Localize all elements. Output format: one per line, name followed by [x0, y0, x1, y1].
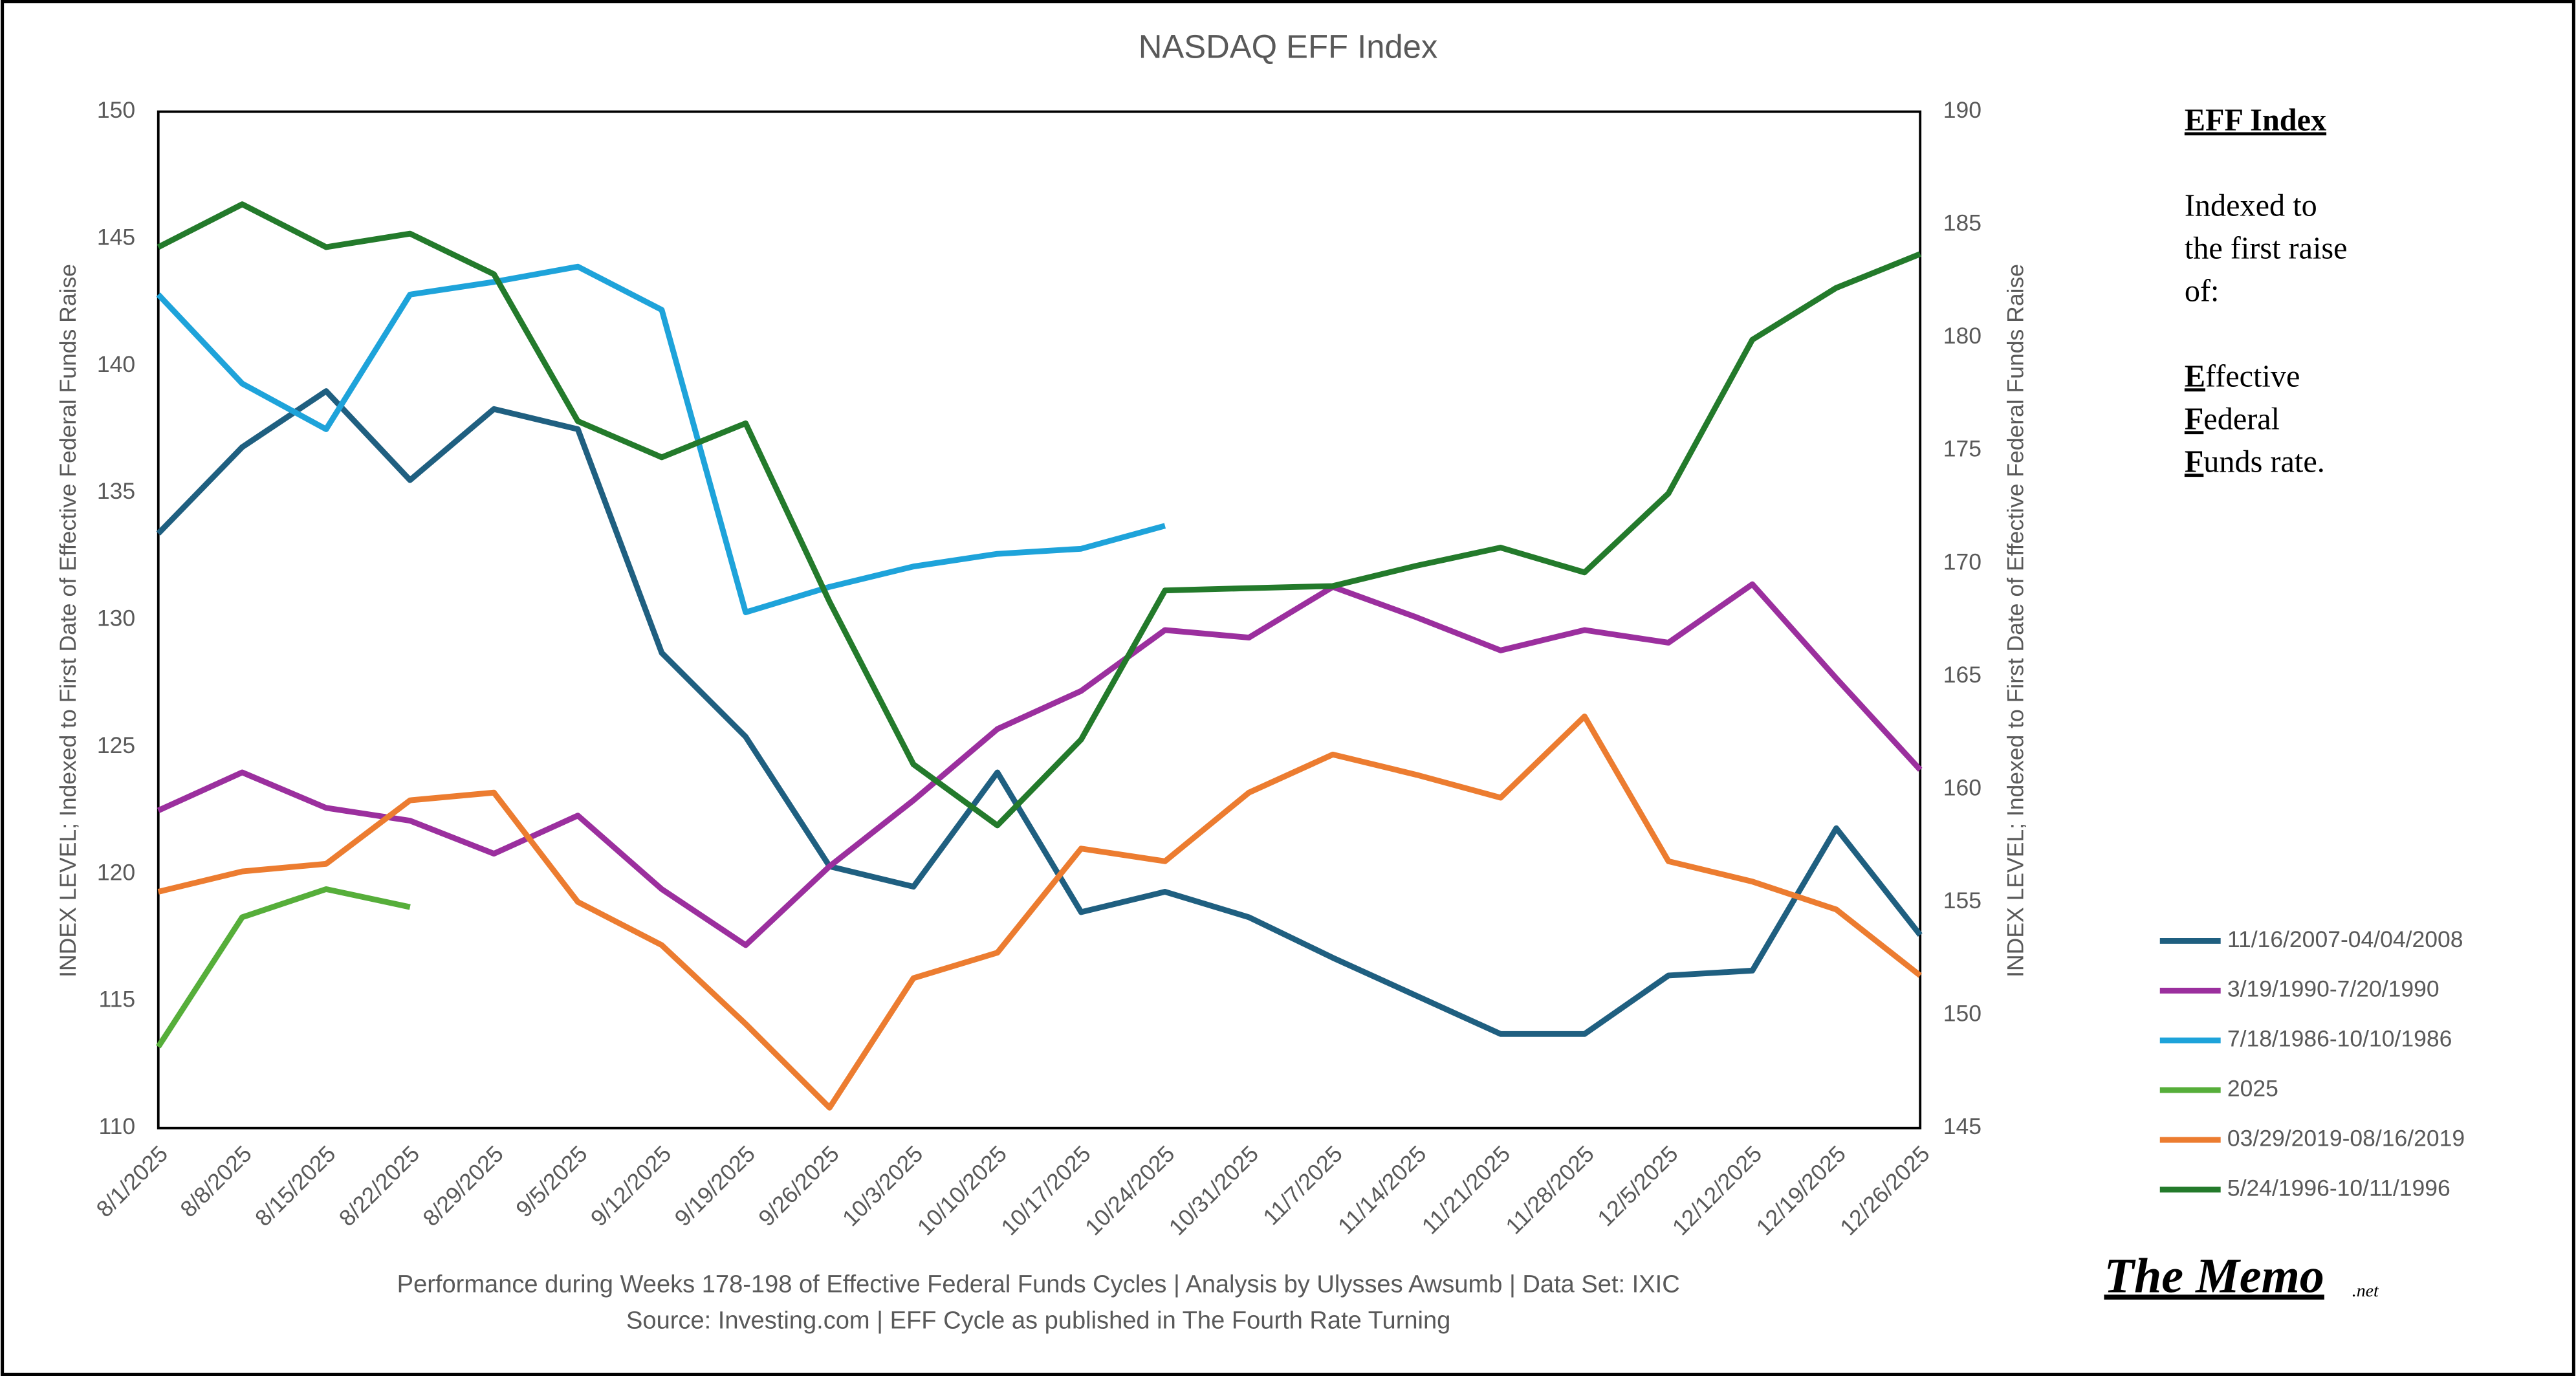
legend-label: 03/29/2019-08/16/2019 [2227, 1125, 2465, 1151]
y2-tick-label: 150 [1943, 1001, 1981, 1027]
logo: The Memo [2104, 1249, 2324, 1303]
legend-label: 3/19/1990-7/20/1990 [2227, 976, 2440, 1002]
y-tick-label: 145 [97, 224, 135, 250]
legend-label: 2025 [2227, 1075, 2278, 1101]
y-tick-label: 140 [97, 351, 135, 377]
y2-axis-label: INDEX LEVEL; Indexed to First Date of Ef… [2002, 264, 2028, 977]
y-tick-label: 120 [97, 859, 135, 885]
logo-suffix: .net [2352, 1281, 2379, 1301]
y-axis-label: INDEX LEVEL; Indexed to First Date of Ef… [55, 264, 81, 977]
y2-tick-label: 180 [1943, 323, 1981, 349]
series-line [157, 581, 1923, 948]
y2-tick-label: 175 [1943, 436, 1981, 462]
plot-border [157, 110, 1922, 1130]
y2-tick-label: 190 [1943, 97, 1981, 123]
y2-tick-label: 145 [1943, 1113, 1981, 1139]
side-acronym: Federal [2185, 402, 2280, 436]
y-tick-label: 150 [97, 97, 135, 123]
legend-label: 11/16/2007-04/04/2008 [2227, 926, 2463, 952]
y-tick-label: 110 [99, 1113, 136, 1139]
series-line [157, 713, 1922, 1111]
side-text: of: [2185, 274, 2220, 308]
series-line [155, 886, 411, 1049]
side-acronym: Funds rate. [2185, 444, 2325, 479]
side-acronym: Effective [2185, 359, 2300, 393]
y2-tick-label: 160 [1943, 774, 1981, 800]
side-heading: EFF Index [2185, 103, 2326, 137]
y-tick-label: 135 [97, 478, 135, 504]
footnote: Source: Investing.com | EFF Cycle as pub… [626, 1307, 1450, 1334]
chart-title: NASDAQ EFF Index [1139, 28, 1438, 65]
series-line [157, 201, 1921, 829]
legend-label: 5/24/1996-10/11/1996 [2227, 1175, 2450, 1201]
y2-tick-label: 165 [1943, 662, 1981, 688]
legend-label: 7/18/1986-10/10/1986 [2227, 1026, 2452, 1052]
y2-tick-label: 185 [1943, 210, 1981, 236]
y2-tick-label: 155 [1943, 888, 1981, 913]
y-tick-label: 115 [99, 987, 136, 1012]
footnote: Performance during Weeks 178-198 of Effe… [397, 1271, 1680, 1298]
side-text: the first raise [2185, 231, 2348, 265]
y-tick-label: 130 [97, 606, 135, 631]
y-tick-label: 125 [97, 732, 135, 758]
series-line [156, 263, 1166, 615]
side-text: Indexed to [2185, 188, 2317, 223]
series-line [156, 388, 1923, 1037]
y2-tick-label: 170 [1943, 549, 1981, 574]
